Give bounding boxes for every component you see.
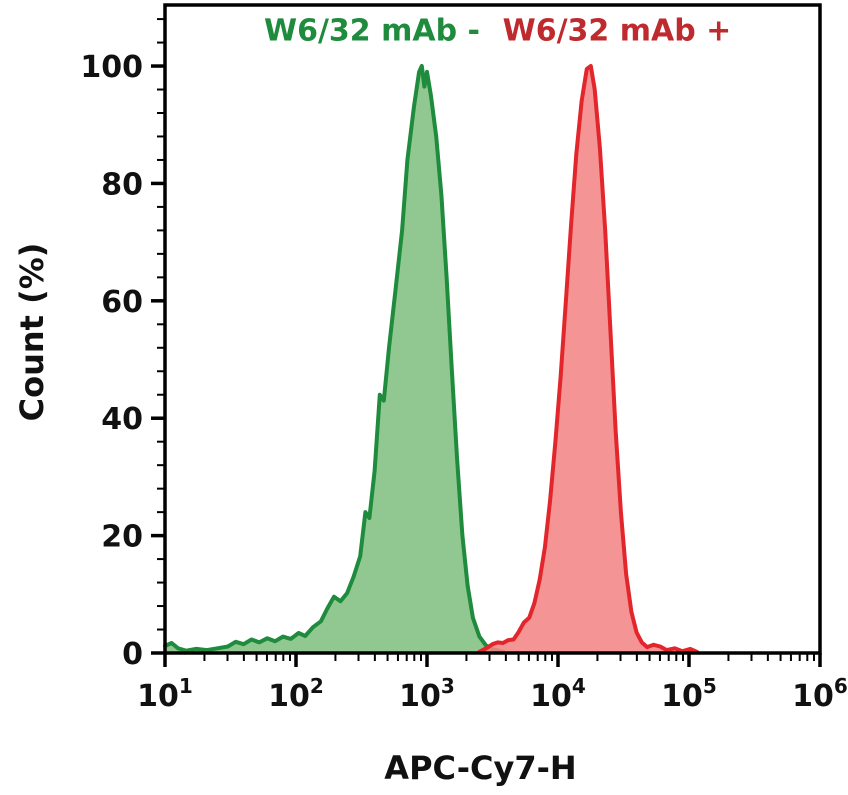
x-tick-label: 104 xyxy=(530,674,586,714)
y-tick-label: 20 xyxy=(101,520,143,555)
y-axis-title: Count (%) xyxy=(13,242,51,422)
curve-fill-positive xyxy=(479,66,697,653)
x-axis-title: APC-Cy7-H xyxy=(384,749,577,787)
curve-fill-negative xyxy=(165,66,503,653)
y-tick-label: 60 xyxy=(101,285,143,320)
x-tick-label: 102 xyxy=(268,674,324,714)
y-tick-label: 0 xyxy=(122,637,143,672)
curve-line-negative xyxy=(163,64,505,654)
y-tick-label: 80 xyxy=(101,167,143,202)
y-tick-label: 40 xyxy=(101,402,143,437)
x-tick-label: 101 xyxy=(137,674,193,714)
x-tick-label: 106 xyxy=(792,674,848,714)
series-label-positive: W6/32 mAb + xyxy=(502,13,732,49)
series-label-negative: W6/32 mAb - xyxy=(263,13,480,49)
x-tick-label: 105 xyxy=(661,674,717,714)
curve-line-positive xyxy=(477,64,699,654)
x-tick-label: 103 xyxy=(399,674,455,714)
y-tick-label: 100 xyxy=(80,50,143,85)
plot-border xyxy=(163,3,822,655)
